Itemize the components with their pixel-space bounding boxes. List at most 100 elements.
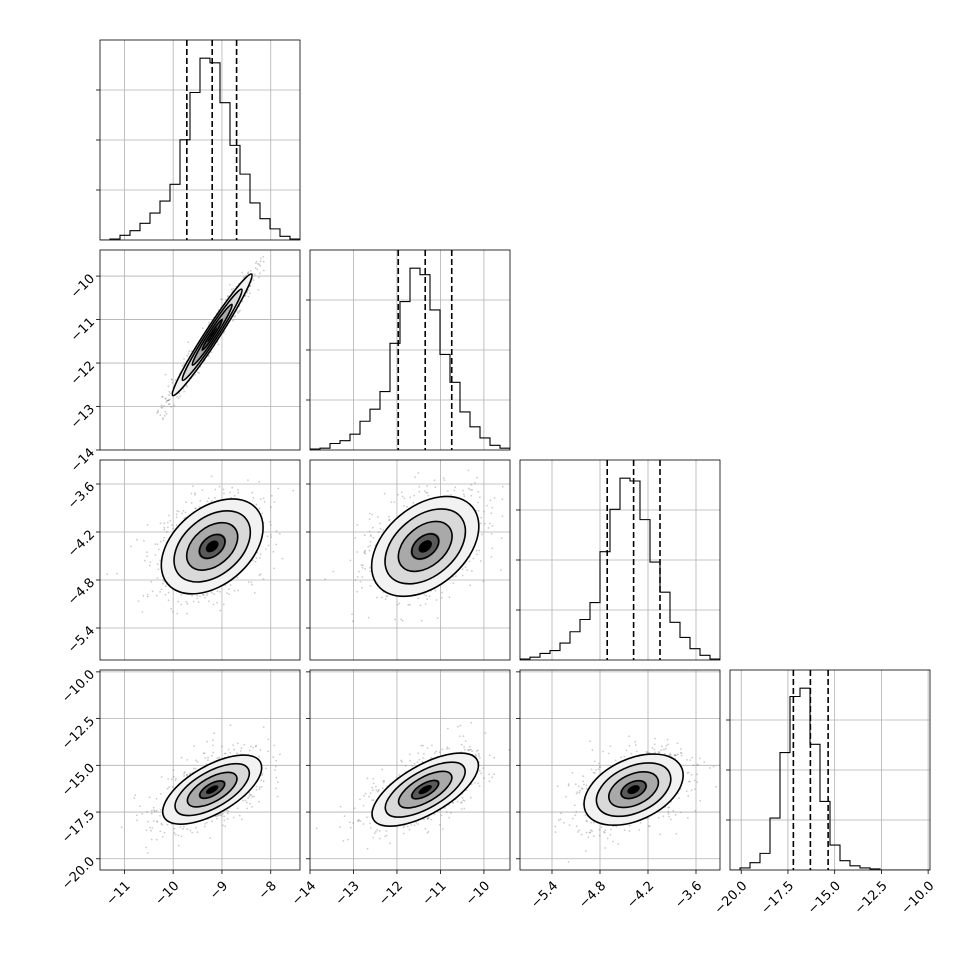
panel-frame [99,669,301,871]
scatter-point [247,289,250,291]
scatter-point [378,789,380,791]
scatter-point [469,584,471,587]
scatter-point [232,744,235,746]
scatter-point [166,531,168,533]
scatter-point [258,480,261,483]
scatter-point [379,527,382,530]
scatter-point [435,599,438,601]
scatter-point [197,601,200,603]
scatter-point [214,496,217,499]
scatter-point [163,536,166,539]
scatter-point [206,740,209,743]
scatter-point [469,489,472,491]
scatter-point [182,509,185,512]
scatter-point [177,510,180,513]
scatter-point [262,260,265,263]
scatter-point [219,812,222,815]
scatter-point [258,574,261,577]
scatter-point [146,551,148,553]
scatter-point [493,497,496,499]
scatter-point [141,611,144,613]
scatter-point [461,568,464,571]
scatter-point [238,814,241,817]
scatter-point [381,596,383,599]
scatter-point [228,593,230,596]
scatter-point [357,819,360,821]
scatter-point [364,792,367,795]
density-panel-2-3 [516,669,721,871]
scatter-point [369,585,372,587]
scatter-point [273,744,276,747]
scatter-point [172,775,175,778]
histogram-step-line [100,57,300,240]
scatter-point [369,822,371,825]
scatter-point [149,561,152,563]
scatter-point [185,384,188,387]
scatter-point [194,767,197,770]
scatter-point [384,835,387,838]
scatter-point [372,777,374,780]
scatter-point [159,830,162,833]
scatter-point [402,832,405,835]
scatter-point [477,509,480,512]
scatter-point [192,767,195,770]
scatter-point [160,822,163,825]
scatter-point [260,257,262,260]
scatter-point [371,786,373,789]
scatter-point [252,496,255,499]
contour-line [411,779,440,800]
scatter-point [470,483,473,486]
scatter-point [255,262,257,265]
x-tick-label: −10 [152,879,182,909]
scatter-point [255,744,257,747]
scatter-point [262,255,265,258]
scatter-point [251,491,254,494]
scatter-point [192,600,195,603]
scatter-point [168,403,171,405]
scatter-point [407,825,409,828]
scatter-point [590,768,593,771]
scatter-point [139,805,141,808]
scatter-point [258,276,260,279]
scatter-point [469,796,472,799]
scatter-point [584,814,587,816]
scatter-point [375,785,377,788]
scatter-point [381,787,384,790]
scatter-point [236,311,239,314]
scatter-point [253,592,256,594]
scatter-point [367,616,370,619]
scatter-point [372,799,375,802]
scatter-point [402,826,405,829]
scatter-point [221,298,224,301]
scatter-point [167,521,169,524]
scatter-point [398,774,401,776]
scatter-point [217,343,220,346]
scatter-point [369,792,372,795]
scatter-point [234,315,237,317]
scatter-point [446,746,449,749]
scatter-point [278,241,280,243]
scatter-point [361,566,364,569]
scatter-point [667,806,669,809]
scatter-point [479,560,482,562]
scatter-point [459,724,462,727]
scatter-point [179,826,182,829]
scatter-point [220,298,223,300]
scatter-point [223,752,226,755]
scatter-point [215,815,218,817]
density-panel-0-2: −5.4−4.8−4.2−3.6 [65,459,301,661]
scatter-point [377,790,380,792]
scatter-point [292,489,295,492]
scatter-point [167,403,170,405]
scatter-point [424,827,427,830]
scatter-point [173,827,176,830]
scatter-point [477,501,479,504]
scatter-point [161,823,164,826]
scatter-point [363,534,366,537]
scatter-point [237,589,240,592]
scatter-point [174,833,177,836]
scatter-point [225,809,228,812]
scatter-point [192,485,195,488]
scatter-point [483,510,485,513]
scatter-point [422,757,424,759]
